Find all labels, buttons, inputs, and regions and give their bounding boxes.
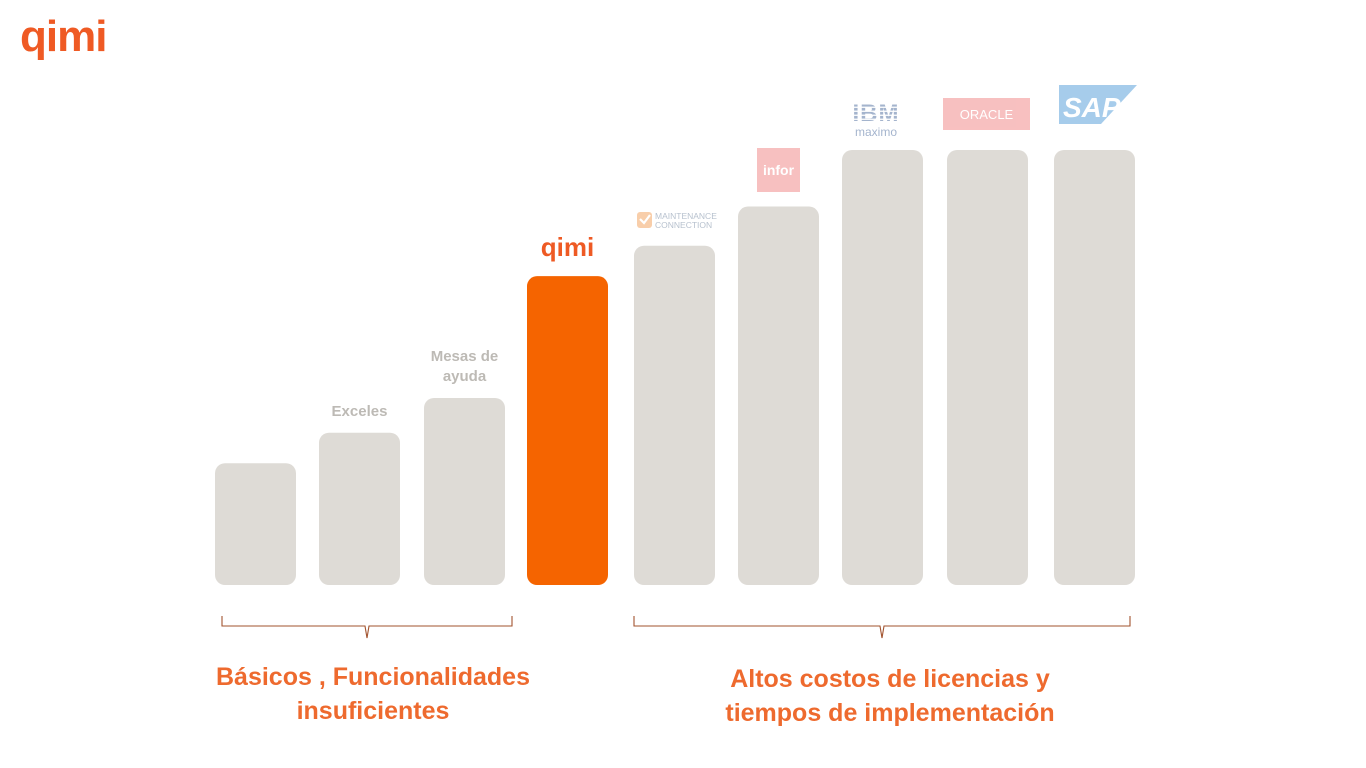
oracle-logo-box bbox=[943, 98, 1030, 130]
bar-label: Exceles bbox=[332, 403, 388, 420]
group-label-enterprise-line1: Altos costos de licencias y bbox=[730, 665, 1050, 693]
bar bbox=[424, 397, 505, 585]
logo-text: SAP bbox=[1063, 92, 1121, 123]
infor-logo-box bbox=[757, 148, 800, 192]
bar-qimi bbox=[527, 276, 608, 585]
bar bbox=[319, 432, 400, 585]
logo-text: IBM bbox=[853, 100, 900, 127]
infor-logo: infor bbox=[757, 148, 800, 192]
group-label-basic-line2: insuficientes bbox=[296, 697, 450, 725]
sap-logo: SAP bbox=[1059, 85, 1137, 124]
group-label-basic-line1: Básicos , Funcionalidades bbox=[216, 663, 530, 691]
bar bbox=[947, 150, 1028, 585]
bar bbox=[634, 245, 715, 585]
bar bbox=[1054, 150, 1135, 585]
bar bbox=[215, 463, 296, 585]
ibm-stripe bbox=[848, 110, 904, 112]
oracle-logo: ORACLE bbox=[943, 98, 1030, 130]
bar bbox=[842, 150, 923, 585]
bar-label: qimi bbox=[541, 232, 594, 262]
group-label-basic: Básicos , Funcionalidades insuficientes bbox=[160, 660, 586, 728]
ibm-stripe bbox=[848, 122, 904, 124]
brace-enterprise bbox=[633, 616, 1131, 639]
logo-text: infor bbox=[763, 162, 795, 178]
bar-label: ayuda bbox=[443, 368, 487, 385]
ibm-stripe bbox=[848, 106, 904, 108]
logo-text: maximo bbox=[855, 125, 897, 139]
bar-label: Mesas de bbox=[431, 348, 499, 365]
logo-text: MAINTENANCE bbox=[655, 211, 717, 221]
check-icon bbox=[637, 212, 652, 228]
logo-text: ORACLE bbox=[960, 107, 1014, 122]
check-icon-mark bbox=[639, 214, 651, 225]
sap-logo-shape bbox=[1059, 85, 1137, 124]
group-label-enterprise: Altos costos de licencias y tiempos de i… bbox=[660, 662, 1120, 730]
brand-logo: qimi bbox=[20, 12, 107, 61]
brace-basic bbox=[221, 616, 513, 639]
logo-text: CONNECTION bbox=[655, 220, 712, 230]
group-label-enterprise-line2: tiempos de implementación bbox=[725, 699, 1055, 727]
bar bbox=[738, 206, 819, 586]
ibm-stripe bbox=[848, 114, 904, 116]
ibm-stripe bbox=[848, 118, 904, 120]
